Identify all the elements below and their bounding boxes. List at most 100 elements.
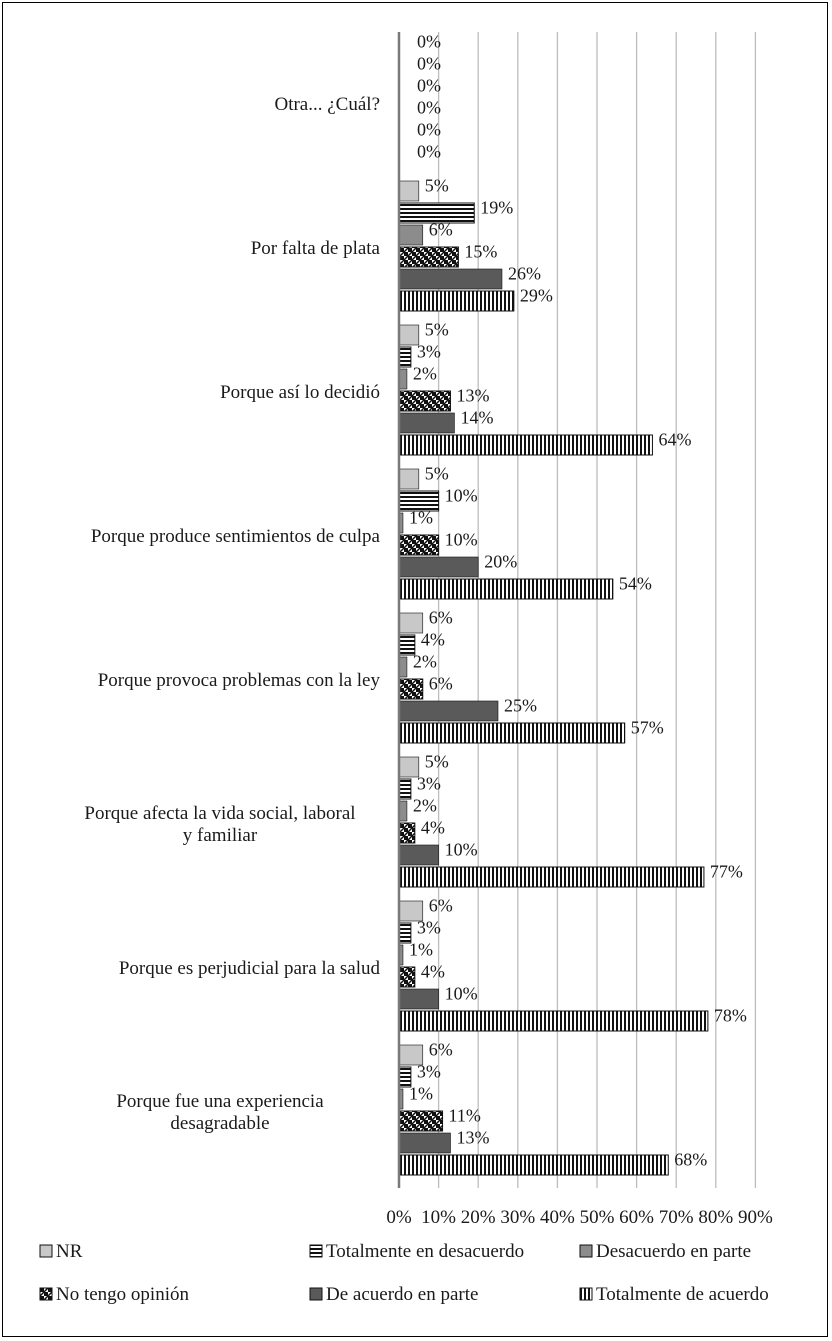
bar-totalmente-de-acuerdo <box>398 866 705 888</box>
data-label: 4% <box>421 961 445 981</box>
legend-swatch-totalmente-de-acuerdo <box>579 1287 593 1301</box>
legend-swatch-totalmente-en-desacuerdo <box>309 1244 323 1258</box>
x-tick-label: 40% <box>540 1207 575 1228</box>
bar-nr <box>398 612 424 634</box>
legend-label-de-acuerdo-en-parte: De acuerdo en parte <box>326 1284 478 1305</box>
data-label: 78% <box>714 1005 747 1025</box>
category-label: Por falta de plata <box>251 238 381 259</box>
bar-nr <box>398 756 420 778</box>
legend-label-no-tengo-opinion: No tengo opinión <box>56 1284 189 1305</box>
bar-totalmente-de-acuerdo <box>398 290 515 312</box>
legend-label-totalmente-en-desacuerdo: Totalmente en desacuerdo <box>326 1241 524 1262</box>
bar-nr <box>398 180 420 202</box>
bar-totalmente-de-acuerdo <box>398 722 626 744</box>
data-label: 0% <box>417 31 441 51</box>
x-tick-label: 60% <box>619 1207 654 1228</box>
data-label: 54% <box>619 573 652 593</box>
data-label: 1% <box>409 939 433 959</box>
legend-label-desacuerdo-en-parte: Desacuerdo en parte <box>596 1241 751 1262</box>
data-label: 77% <box>710 861 743 881</box>
category-label: Porque fue una experiencia desagradable <box>116 1091 324 1134</box>
legend-label-nr: NR <box>56 1241 83 1262</box>
data-label: 3% <box>417 917 441 937</box>
bar-no-tengo-opinion <box>398 966 416 988</box>
data-label: 25% <box>504 695 537 715</box>
data-label: 0% <box>417 141 441 161</box>
data-label: 19% <box>480 197 513 217</box>
data-label: 2% <box>413 651 437 671</box>
data-label: 64% <box>658 429 691 449</box>
data-label: 2% <box>413 795 437 815</box>
bar-de-acuerdo-en-parte <box>398 700 499 722</box>
bar-no-tengo-opinion <box>398 534 440 556</box>
data-label: 10% <box>445 839 478 859</box>
category-label: Porque provoca problemas con la ley <box>98 670 381 691</box>
data-label: 6% <box>429 673 453 693</box>
data-label: 3% <box>417 341 441 361</box>
data-label: 26% <box>508 263 541 283</box>
x-tick-label: 80% <box>698 1207 733 1228</box>
data-label: 29% <box>520 285 553 305</box>
data-label: 68% <box>674 1149 707 1169</box>
data-label: 1% <box>409 507 433 527</box>
legend-swatch-desacuerdo-en-parte <box>579 1244 593 1258</box>
data-label: 6% <box>429 607 453 627</box>
legend-label-totalmente-de-acuerdo: Totalmente de acuerdo <box>596 1284 769 1305</box>
data-label: 13% <box>456 385 489 405</box>
bar-totalmente-en-desacuerdo <box>398 778 412 800</box>
data-label: 11% <box>449 1105 481 1125</box>
data-label: 2% <box>413 363 437 383</box>
data-label: 13% <box>456 1127 489 1147</box>
data-label: 6% <box>429 219 453 239</box>
bar-no-tengo-opinion <box>398 390 451 412</box>
bar-nr <box>398 468 420 490</box>
data-label: 6% <box>429 1039 453 1059</box>
x-tick-label: 50% <box>580 1207 615 1228</box>
legend: NR Totalmente en desacuerdo Desacuerdo en … <box>39 1241 769 1305</box>
bar-de-acuerdo-en-parte <box>398 412 455 434</box>
bar-de-acuerdo-en-parte <box>398 268 503 290</box>
legend-swatch-de-acuerdo-en-parte <box>309 1287 323 1301</box>
data-label: 0% <box>417 97 441 117</box>
data-label: 0% <box>417 119 441 139</box>
data-label: 10% <box>445 485 478 505</box>
data-label: 4% <box>421 817 445 837</box>
bar-nr <box>398 324 420 346</box>
category-label: Porque es perjudicial para la salud <box>119 958 381 979</box>
bar-totalmente-de-acuerdo <box>398 1154 669 1176</box>
bar-no-tengo-opinion <box>398 822 416 844</box>
data-label: 0% <box>417 53 441 73</box>
bar-totalmente-en-desacuerdo <box>398 346 412 368</box>
data-label: 10% <box>445 983 478 1003</box>
data-label: 5% <box>425 463 449 483</box>
category-label: Porque así lo decidió <box>220 382 380 403</box>
bar-totalmente-de-acuerdo <box>398 1010 709 1032</box>
bar-de-acuerdo-en-parte <box>398 556 479 578</box>
bar-no-tengo-opinion <box>398 1110 444 1132</box>
data-label: 15% <box>464 241 497 261</box>
x-tick-label: 20% <box>461 1207 496 1228</box>
bar-de-acuerdo-en-parte <box>398 844 439 866</box>
bar-totalmente-de-acuerdo <box>398 434 653 456</box>
x-tick-label: 70% <box>659 1207 694 1228</box>
data-label: 57% <box>631 717 664 737</box>
data-label: 0% <box>417 75 441 95</box>
legend-swatch-no-tengo-opinion <box>39 1287 53 1301</box>
data-label: 20% <box>484 551 517 571</box>
data-label: 14% <box>460 407 493 427</box>
data-label: 3% <box>417 773 441 793</box>
bar-totalmente-de-acuerdo <box>398 578 614 600</box>
bar-desacuerdo-en-parte <box>398 224 424 246</box>
data-label: 5% <box>425 319 449 339</box>
bars <box>398 180 709 1176</box>
category-labels: Otra... ¿Cuál? Por falta de plata Porque a… <box>84 94 380 1134</box>
legend-swatch-nr <box>39 1244 53 1258</box>
x-tick-label: 90% <box>738 1207 773 1228</box>
bar-no-tengo-opinion <box>398 246 459 268</box>
bar-de-acuerdo-en-parte <box>398 1132 451 1154</box>
x-tick-label: 10% <box>421 1207 456 1228</box>
bar-no-tengo-opinion <box>398 678 424 700</box>
data-label: 10% <box>445 529 478 549</box>
